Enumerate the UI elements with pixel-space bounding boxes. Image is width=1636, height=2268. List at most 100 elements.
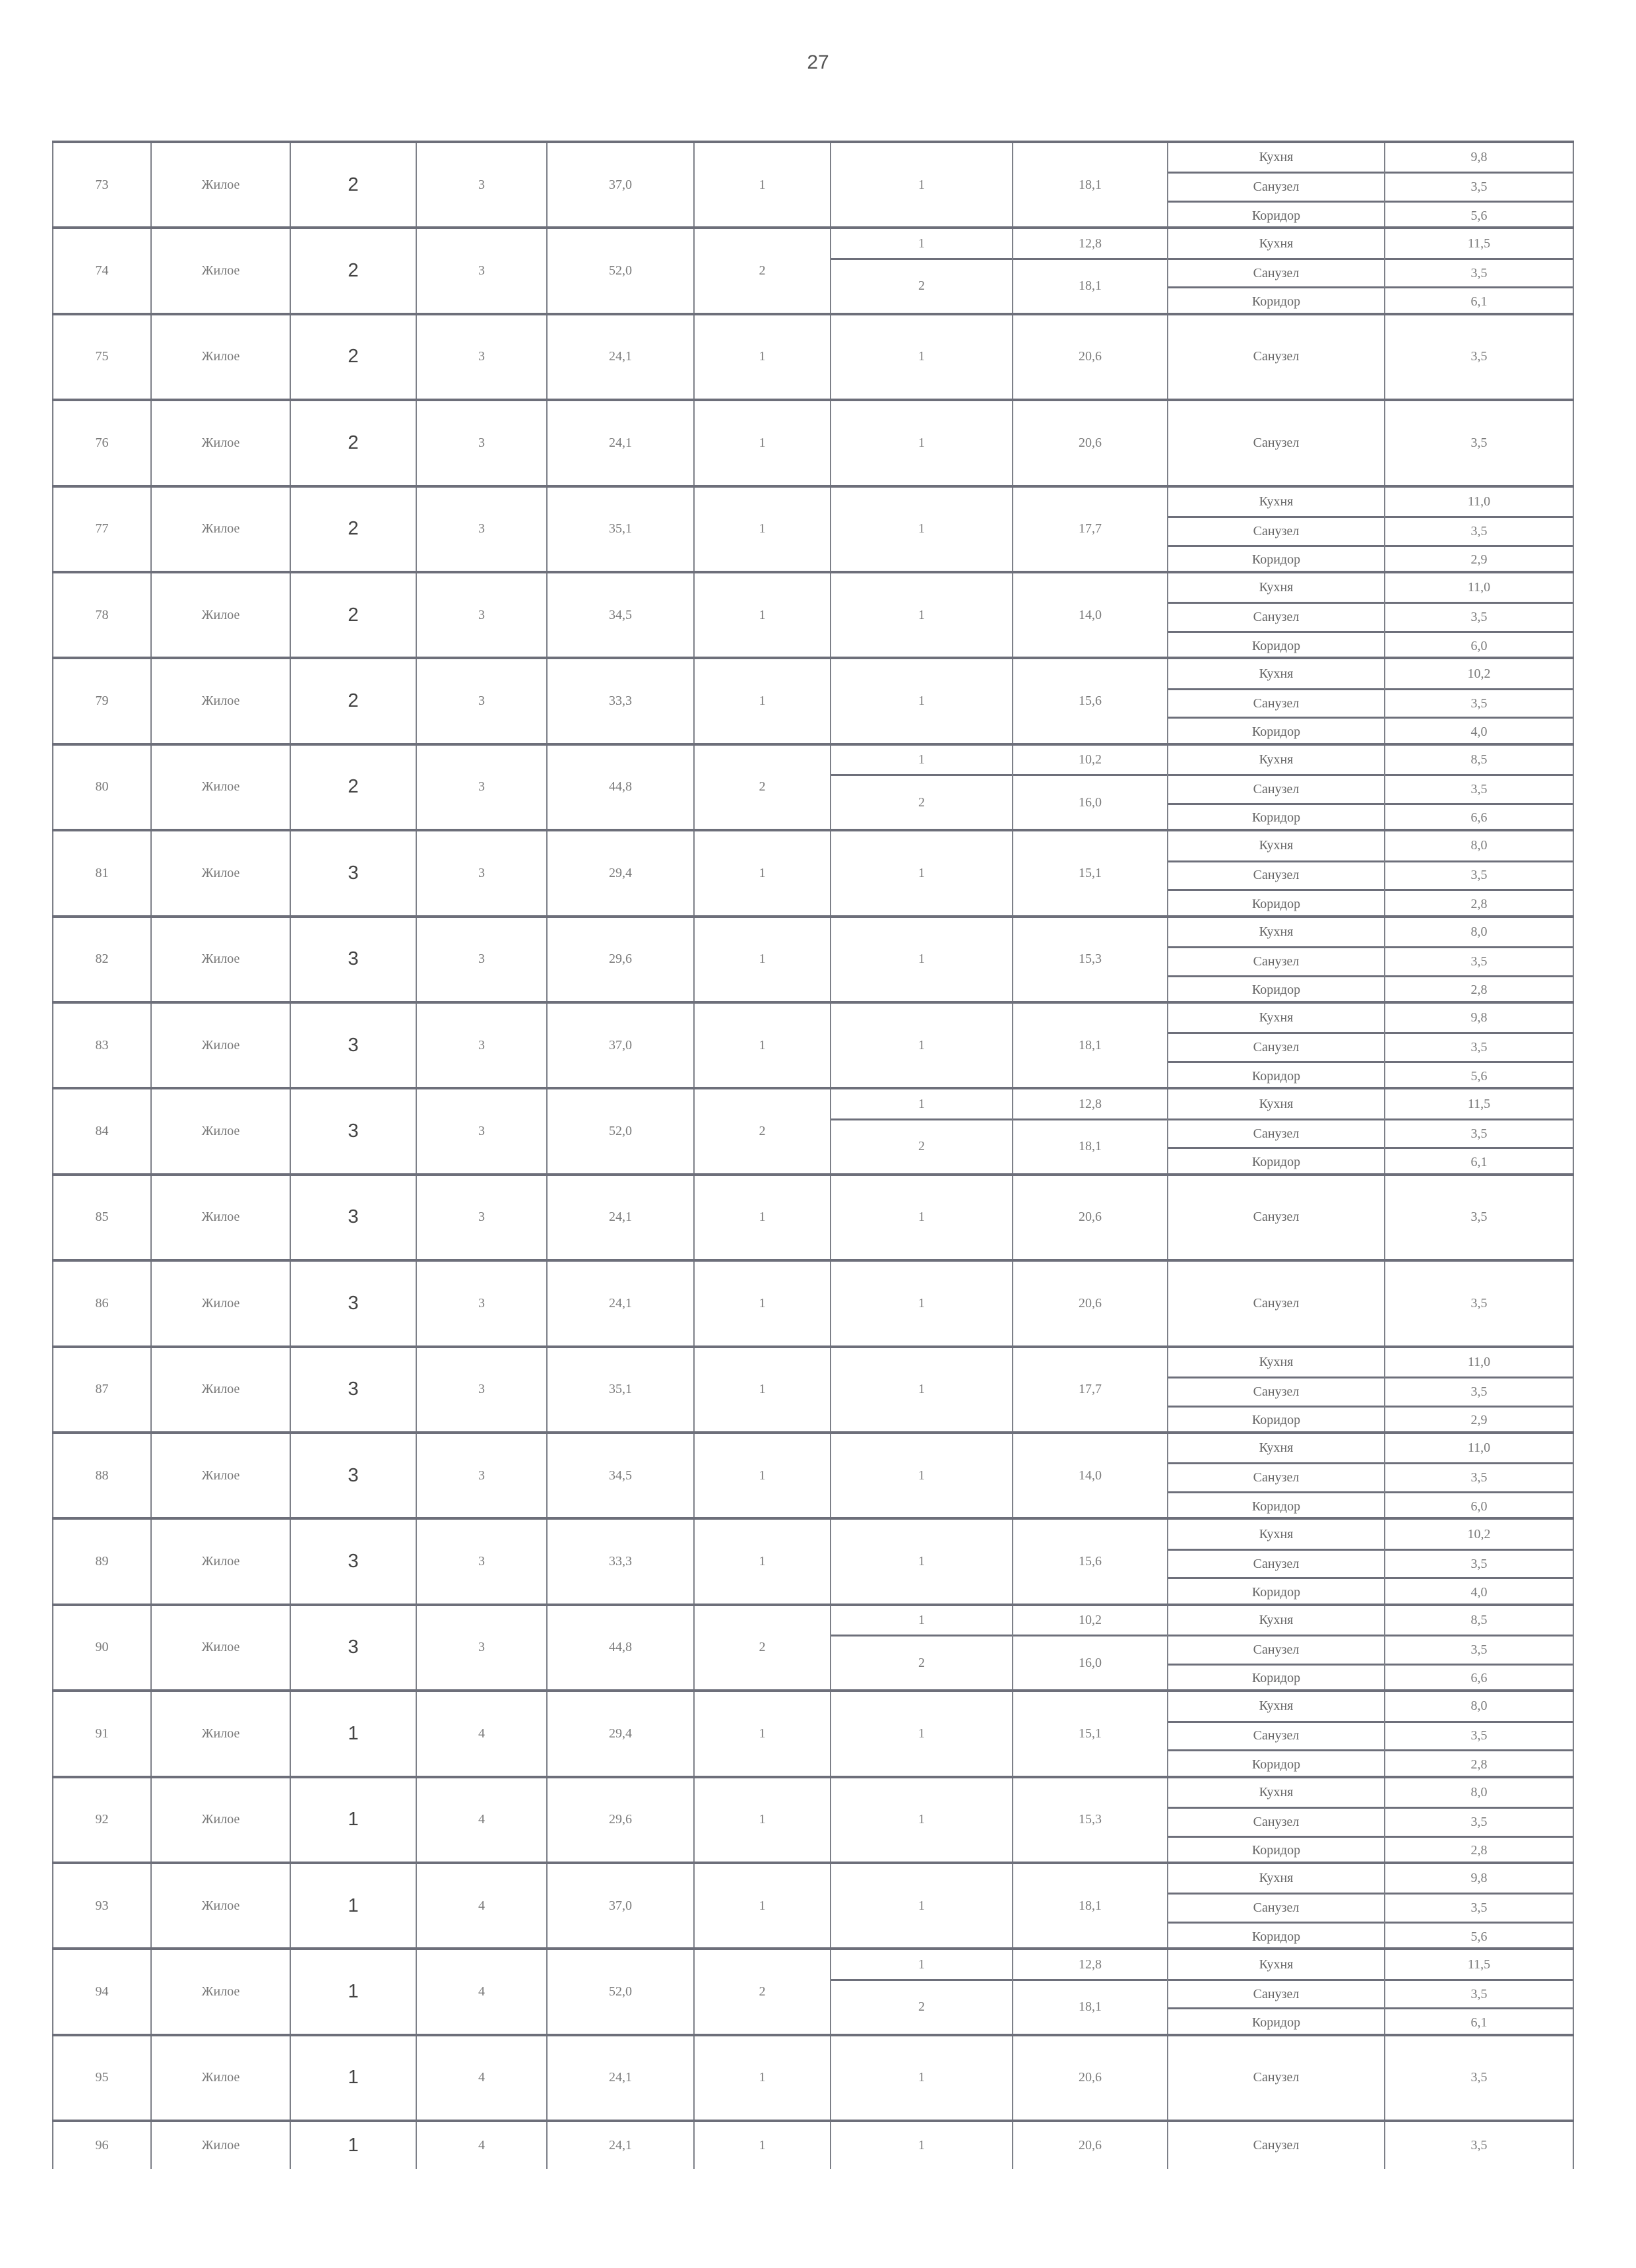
total-area: 35,1 (546, 487, 693, 571)
living-room-number: 1 (918, 1957, 925, 1972)
room-count: 2 (693, 229, 830, 313)
total-area: 52,0 (546, 229, 693, 313)
living-room-number: 1 (918, 1468, 925, 1483)
aux-room-area: 11,0 (1467, 580, 1491, 595)
premises-type-text: Жилое (201, 865, 240, 880)
aux-room-name-cell: Санузел (1167, 1262, 1384, 1345)
floor-number: 4 (416, 1692, 546, 1776)
living-room-area-cell: 17,7 (1012, 487, 1167, 571)
aux-room-area: 11,0 (1467, 494, 1491, 509)
aux-room-area: 11,5 (1467, 1957, 1491, 1972)
living-room-number-cell: 1 (830, 1778, 1012, 1862)
aux-room-area: 8,0 (1470, 838, 1488, 853)
premises-type-text: Жилое (201, 1295, 240, 1311)
living-room-area-cell: 15,6 (1012, 1520, 1167, 1604)
premises-type-text: Жилое (201, 349, 240, 364)
aux-room-name: Санузел (1168, 1720, 1384, 1749)
living-room-number: 1 (918, 349, 925, 364)
total-area-text: 44,8 (609, 1640, 632, 1655)
room-count-text: 1 (759, 607, 766, 622)
aux-room-name: Кухня (1259, 150, 1294, 165)
table-row: 93 Жилое 1 4 37,0 1 1 18,1 Кухня Санузел Коридор 9,… (52, 1862, 1574, 1948)
aux-room-area: 3,5 (1470, 1295, 1488, 1311)
living-room-area-cell: 17,7 (1012, 1347, 1167, 1431)
section-number-text: 2 (348, 432, 359, 453)
aux-room-name: Кухня (1259, 666, 1294, 681)
floor-number: 3 (416, 1434, 546, 1518)
floor-number: 3 (416, 315, 546, 399)
table-row: 90 Жилое 3 3 44,8 2 1 2 10,2 16,0 Кухня Санузел Кори… (52, 1603, 1574, 1690)
table-row: 78 Жилое 2 3 34,5 1 1 14,0 Кухня Санузел Коридор 11… (52, 571, 1574, 657)
aux-room-name-cell: Кухня Санузел Коридор (1167, 1605, 1384, 1690)
aux-room-area: 3,5 (1385, 602, 1573, 630)
apartment-number-text: 90 (95, 1640, 109, 1655)
aux-room-name-cell: Кухня Санузел Коридор (1167, 1520, 1384, 1605)
premises-type: Жилое (150, 1262, 290, 1345)
living-room-area: 18,1 (1079, 1037, 1102, 1053)
table-row: 94 Жилое 1 4 52,0 2 1 2 12,8 18,1 Кухня Санузел Кори… (52, 1947, 1574, 2034)
aux-room-name-cell: Кухня Санузел Коридор (1167, 229, 1384, 313)
living-room-number-cell: 1 (830, 1262, 1012, 1345)
aux-room-area: 3,5 (1385, 688, 1573, 717)
premises-type-text: Жилое (201, 2070, 240, 2085)
aux-room-name: Кухня (1259, 1354, 1294, 1369)
aux-room-area-cell: 11,0 3,5 6,0 (1384, 573, 1574, 657)
aux-room-name: Коридор (1168, 1577, 1384, 1605)
aux-room-area: 2,8 (1385, 1835, 1573, 1864)
section-number: 1 (290, 1950, 416, 2034)
table-row: 80 Жилое 2 3 44,8 2 1 2 10,2 16,0 Кухня Санузел Кори… (52, 742, 1574, 831)
apartment-number: 81 (52, 831, 150, 915)
room-count-text: 2 (759, 1124, 766, 1139)
section-number: 3 (290, 1175, 416, 1260)
room-count: 1 (693, 917, 830, 1001)
aux-room-area: 2,8 (1385, 1749, 1573, 1778)
total-area-text: 29,4 (609, 1726, 632, 1741)
aux-room-area-cell: 3,5 (1384, 401, 1574, 485)
room-count-text: 1 (759, 435, 766, 450)
aux-room-area: 5,6 (1385, 200, 1573, 229)
floor-number: 3 (416, 1262, 546, 1345)
aux-room-name: Санузел (1168, 172, 1384, 200)
room-count-text: 1 (759, 1726, 766, 1741)
aux-room-area: 3,5 (1470, 1210, 1488, 1225)
table-row: 81 Жилое 3 3 29,4 1 1 15,1 Кухня Санузел Коридор 8,… (52, 829, 1574, 915)
room-count: 1 (693, 2036, 830, 2120)
section-number: 3 (290, 1605, 416, 1690)
living-room-area: 15,6 (1079, 1554, 1102, 1569)
premises-type-text: Жилое (201, 1382, 240, 1397)
aux-room-area-cell: 11,0 3,5 2,9 (1384, 1347, 1574, 1431)
aux-room-area: 3,5 (1385, 1807, 1573, 1835)
aux-room-area-cell: 8,5 3,5 6,6 (1384, 745, 1574, 829)
floor-number: 3 (416, 1175, 546, 1260)
aux-room-area: 11,5 (1467, 1096, 1491, 1111)
floor-number-text: 3 (478, 952, 485, 967)
living-room-number-cell: 1 (830, 1175, 1012, 1260)
living-room-area: 16,0 (1013, 774, 1167, 829)
aux-room-area: 9,8 (1470, 150, 1488, 165)
aux-room-name: Санузел (1168, 602, 1384, 630)
living-room-number: 2 (831, 774, 1012, 829)
aux-room-name: Санузел (1168, 1635, 1384, 1663)
aux-room-area-cell: 9,8 3,5 5,6 (1384, 143, 1574, 229)
apartment-number: 85 (52, 1175, 150, 1260)
floor-number-text: 3 (478, 1468, 485, 1483)
living-room-number-cell: 1 (830, 573, 1012, 657)
living-room-number-cell: 1 (830, 2036, 1012, 2120)
aux-room-area: 8,5 (1470, 1613, 1488, 1628)
living-room-area: 18,1 (1013, 1118, 1167, 1173)
aux-room-name: Коридор (1168, 802, 1384, 831)
aux-room-area: 3,5 (1385, 172, 1573, 200)
premises-type-text: Жилое (201, 1640, 240, 1655)
living-room-number: 1 (918, 1382, 925, 1397)
living-room-number-cell: 1 (830, 659, 1012, 743)
room-count-text: 1 (759, 1898, 766, 1913)
aux-room-name: Кухня (1259, 1699, 1294, 1714)
living-room-area: 14,0 (1079, 607, 1102, 622)
apartment-number: 92 (52, 1778, 150, 1862)
floor-number: 3 (416, 229, 546, 313)
section-number-text: 3 (348, 1464, 359, 1486)
total-area-text: 35,1 (609, 1382, 632, 1397)
premises-type: Жилое (150, 1692, 290, 1776)
aux-room-name-cell: Кухня Санузел Коридор (1167, 917, 1384, 1001)
